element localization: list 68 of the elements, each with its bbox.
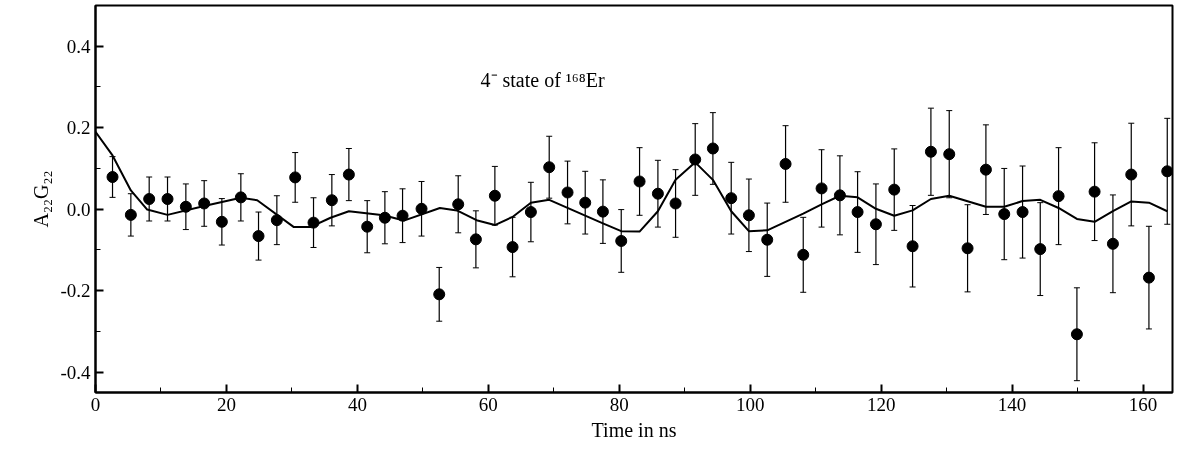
point — [742, 209, 755, 222]
point — [651, 187, 664, 200]
y-tick-label: -0.2 — [60, 280, 91, 302]
point — [433, 288, 446, 301]
point — [215, 215, 228, 228]
point — [106, 171, 119, 183]
point — [761, 233, 774, 246]
point — [1106, 237, 1119, 250]
point — [543, 161, 556, 174]
x-tick-label: 40 — [347, 393, 367, 415]
point — [888, 183, 901, 196]
y-tick-label: -0.4 — [60, 361, 91, 383]
point — [869, 218, 882, 231]
point — [579, 196, 592, 209]
point — [143, 193, 156, 205]
x-tick-label: 160 — [1128, 393, 1158, 415]
point — [252, 230, 265, 243]
point — [415, 202, 428, 215]
point — [1070, 328, 1083, 341]
point — [633, 175, 646, 188]
point — [524, 206, 537, 219]
y-tick-label: 0.0 — [66, 198, 91, 220]
x-tick-label: 0 — [90, 393, 101, 415]
y-tick-label: 0.4 — [66, 35, 91, 57]
point — [669, 197, 682, 210]
x-tick-label: 100 — [735, 393, 765, 415]
point — [998, 208, 1011, 221]
point — [270, 214, 283, 227]
point — [325, 194, 338, 207]
point — [706, 142, 719, 155]
point — [1161, 165, 1173, 178]
point — [1125, 168, 1138, 181]
point — [725, 192, 738, 205]
point — [906, 240, 919, 253]
point — [469, 233, 482, 246]
point — [561, 186, 574, 199]
point — [361, 220, 374, 233]
point — [815, 182, 828, 195]
point — [1142, 271, 1155, 284]
point — [1016, 206, 1029, 219]
point — [615, 234, 628, 247]
x-tick-label: 20 — [216, 393, 236, 415]
x-tick-label: 120 — [866, 393, 896, 415]
x-tick-label: 80 — [609, 393, 629, 415]
point — [596, 205, 609, 218]
point — [924, 145, 937, 158]
point — [452, 198, 465, 211]
point — [342, 168, 355, 181]
point — [506, 241, 519, 254]
point — [797, 248, 810, 261]
point — [488, 189, 501, 202]
x-tick-label: 60 — [478, 393, 498, 415]
x-tick-label: 140 — [997, 393, 1027, 415]
point — [161, 193, 174, 205]
y-tick-label: 0.2 — [66, 117, 91, 139]
point — [1052, 190, 1065, 203]
point — [979, 163, 992, 176]
y-axis-title: A₂₂G₂₂ — [30, 170, 53, 228]
point — [851, 206, 864, 219]
point — [124, 208, 137, 221]
point — [1034, 243, 1047, 256]
x-axis-title: Time in ns — [591, 418, 677, 441]
point — [961, 242, 974, 255]
annotation: 4⁻ state of ¹⁶⁸Er — [480, 68, 605, 91]
point — [1088, 185, 1101, 198]
point — [943, 148, 956, 161]
point — [779, 157, 792, 170]
point — [289, 171, 302, 184]
